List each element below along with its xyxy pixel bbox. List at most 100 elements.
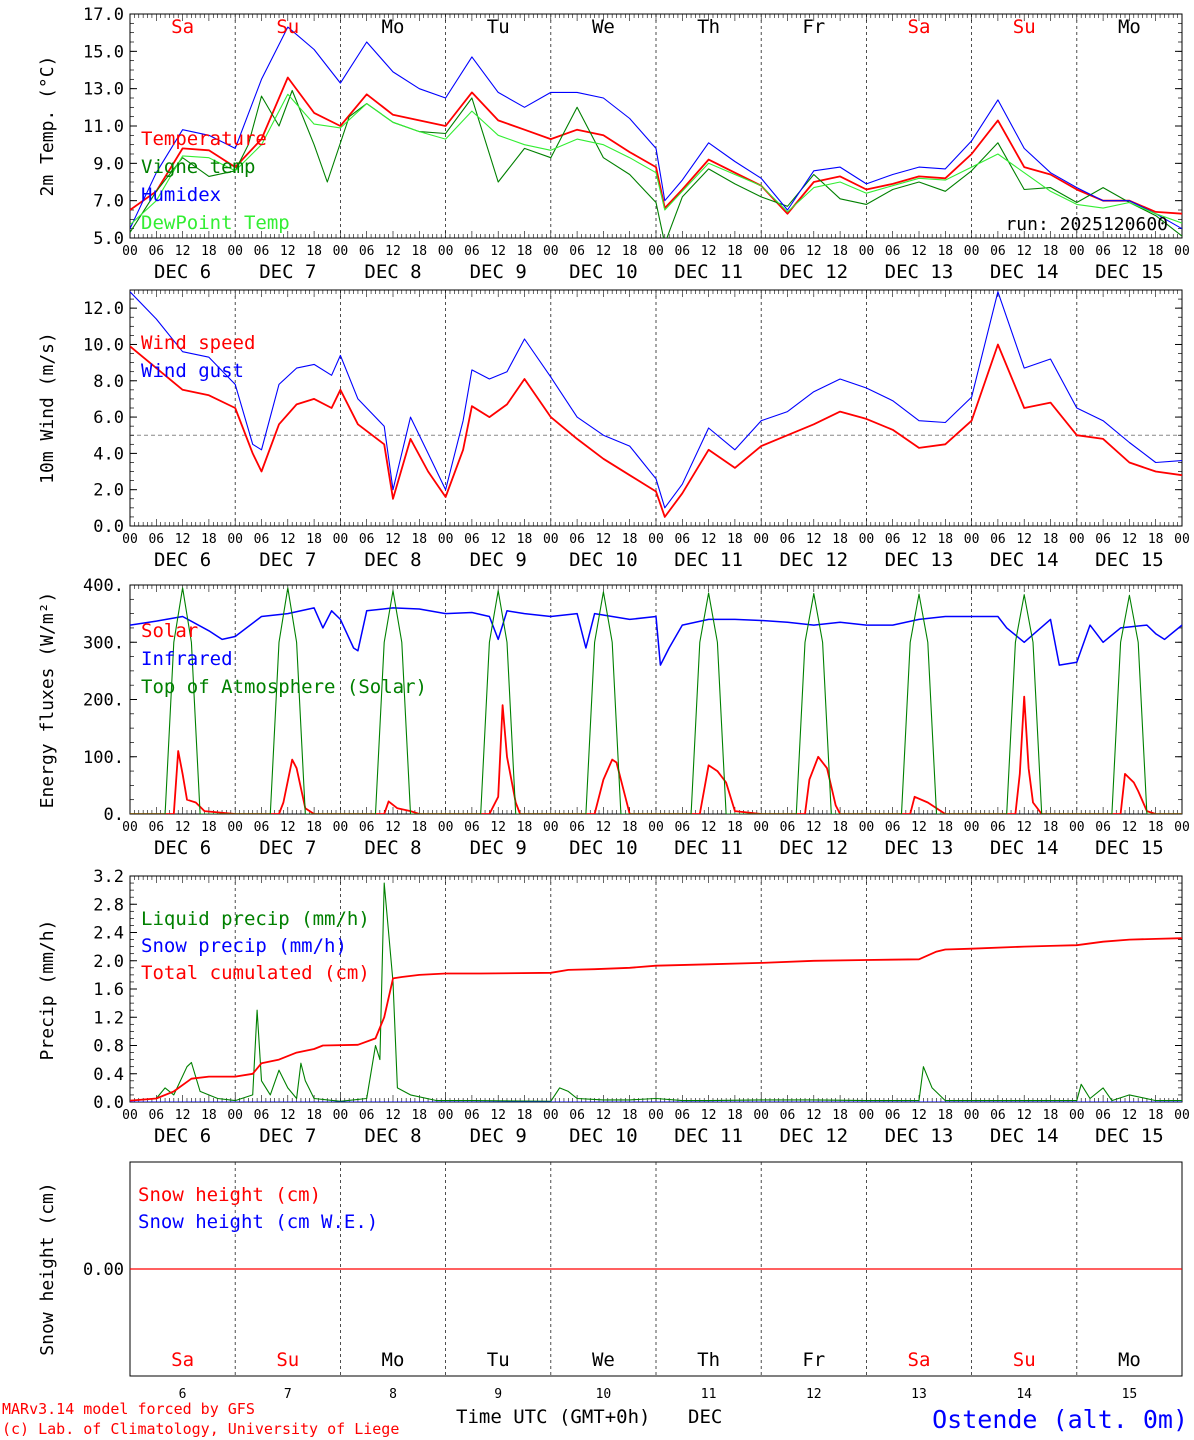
weekday-label: Th — [697, 1349, 720, 1371]
hour-tick-label: 06 — [885, 820, 901, 835]
footer-credit-model: MARv3.14 model forced by GFS — [2, 1400, 255, 1418]
legend-entry: Humidex — [141, 184, 221, 206]
hour-tick-label: 12 — [280, 820, 296, 835]
series-line-temperature — [130, 76, 1182, 215]
hour-tick-label: 00 — [964, 244, 980, 259]
date-label: DEC 6 — [154, 1125, 211, 1147]
hour-tick-label: 06 — [990, 532, 1006, 547]
day-number-label: 13 — [911, 1387, 927, 1402]
hour-tick-label: 18 — [1043, 244, 1059, 259]
hour-tick-label: 06 — [148, 820, 164, 835]
hour-tick-label: 00 — [859, 244, 875, 259]
hour-tick-label: 06 — [1095, 532, 1111, 547]
hour-tick-label: 06 — [569, 532, 585, 547]
y-tick-label: 0.0 — [93, 517, 124, 537]
hour-tick-label: 06 — [674, 820, 690, 835]
hour-tick-label: 18 — [306, 244, 322, 259]
hour-tick-label: 06 — [990, 244, 1006, 259]
hour-tick-label: 00 — [753, 244, 769, 259]
date-label: DEC 13 — [885, 837, 954, 859]
legend-entry: Total cumulated (cm) — [141, 962, 370, 984]
day-number-label: 10 — [596, 1387, 612, 1402]
legend-entry: Infrared — [141, 648, 233, 670]
hour-tick-label: 18 — [1043, 532, 1059, 547]
y-tick-label: 10.0 — [83, 335, 124, 355]
date-label: DEC 14 — [990, 261, 1059, 283]
hour-tick-label: 12 — [806, 532, 822, 547]
hour-tick-label: 18 — [832, 244, 848, 259]
hour-tick-label: 12 — [596, 244, 612, 259]
hour-tick-label: 12 — [1122, 532, 1138, 547]
station-label: Ostende (alt. 0m) — [932, 1405, 1188, 1434]
date-label: DEC 7 — [259, 837, 316, 859]
y-tick-label: 12.0 — [83, 299, 124, 319]
y-tick-label: 0.4 — [93, 1065, 124, 1085]
y-tick-label: 17.0 — [83, 5, 124, 25]
hour-tick-label: 06 — [464, 244, 480, 259]
legend-entry: DewPoint Temp — [141, 212, 290, 234]
hour-tick-label: 00 — [438, 532, 454, 547]
hour-tick-label: 06 — [674, 532, 690, 547]
hour-tick-label: 00 — [122, 1108, 138, 1123]
weekday-label: Fr — [802, 16, 825, 38]
y-tick-label: 8.0 — [93, 372, 124, 392]
hour-tick-label: 18 — [622, 820, 638, 835]
date-label: DEC 12 — [779, 261, 848, 283]
hour-tick-label: 00 — [753, 1108, 769, 1123]
hour-tick-label: 12 — [1122, 1108, 1138, 1123]
y-tick-label: 1.6 — [93, 980, 124, 1000]
hour-tick-label: 00 — [859, 1108, 875, 1123]
y-axis-title-snow: Snow height (cm) — [37, 1182, 58, 1355]
hour-tick-label: 00 — [648, 532, 664, 547]
y-tick-label: 0.8 — [93, 1037, 124, 1057]
hour-tick-label: 18 — [517, 532, 533, 547]
hour-tick-label: 06 — [359, 244, 375, 259]
date-label: DEC 11 — [674, 261, 743, 283]
day-number-label: 11 — [701, 1387, 717, 1402]
hour-tick-label: 18 — [937, 820, 953, 835]
hour-tick-label: 12 — [911, 532, 927, 547]
series-line-liquid-precip-mm-h- — [130, 882, 1182, 1102]
hour-tick-label: 06 — [254, 244, 270, 259]
date-label: DEC 6 — [154, 549, 211, 571]
legend-entry: Wind speed — [141, 332, 255, 354]
series-line-top-of-atmosphere-solar- — [130, 587, 1182, 814]
y-tick-label: 11.0 — [83, 117, 124, 137]
y-tick-label: 6.0 — [93, 408, 124, 428]
weekday-label: Su — [1013, 16, 1036, 38]
hour-tick-label: 00 — [964, 532, 980, 547]
hour-tick-label: 06 — [569, 820, 585, 835]
hour-tick-label: 12 — [490, 532, 506, 547]
run-label: run: 2025120600 — [1005, 214, 1168, 235]
hour-tick-label: 00 — [964, 820, 980, 835]
legend-entry: Solar — [141, 620, 198, 642]
hour-tick-label: 18 — [727, 532, 743, 547]
date-label: DEC 7 — [259, 261, 316, 283]
date-label: DEC 10 — [569, 837, 638, 859]
date-label: DEC 15 — [1095, 549, 1164, 571]
hour-tick-label: 18 — [201, 244, 217, 259]
series-line-wind-gust — [130, 291, 1182, 509]
hour-tick-label: 12 — [175, 1108, 191, 1123]
day-number-label: 12 — [806, 1387, 822, 1402]
y-tick-label: 400. — [83, 576, 124, 596]
hour-tick-label: 18 — [201, 1108, 217, 1123]
date-label: DEC 13 — [885, 1125, 954, 1147]
day-number-label: 9 — [494, 1387, 502, 1402]
date-label: DEC 9 — [470, 1125, 527, 1147]
hour-tick-label: 12 — [911, 244, 927, 259]
hour-tick-label: 18 — [622, 532, 638, 547]
hour-tick-label: 06 — [780, 244, 796, 259]
hour-tick-label: 00 — [1174, 244, 1190, 259]
hour-tick-label: 12 — [280, 244, 296, 259]
hour-tick-label: 00 — [1069, 244, 1085, 259]
date-label: DEC 9 — [470, 261, 527, 283]
hour-tick-label: 00 — [438, 244, 454, 259]
hour-tick-label: 12 — [385, 244, 401, 259]
day-number-label: 14 — [1016, 1387, 1032, 1402]
hour-tick-label: 06 — [359, 532, 375, 547]
weekday-label: Mo — [382, 16, 405, 38]
hour-tick-label: 00 — [543, 1108, 559, 1123]
hour-tick-label: 12 — [596, 820, 612, 835]
